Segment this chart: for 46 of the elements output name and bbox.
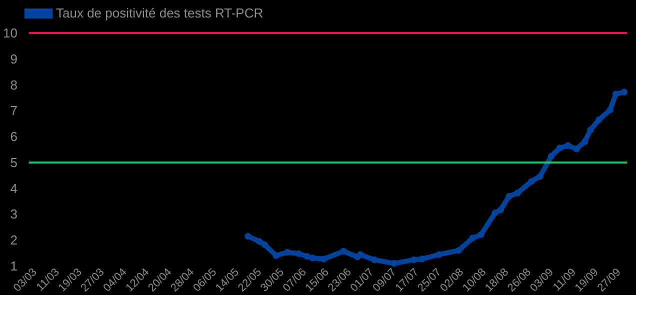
point <box>284 248 291 256</box>
y-tick-label: 8 <box>10 77 18 92</box>
point <box>548 152 555 160</box>
point <box>370 256 378 264</box>
point <box>418 256 426 262</box>
point <box>536 173 544 180</box>
point <box>506 193 512 200</box>
point <box>261 241 268 248</box>
point <box>564 142 572 149</box>
point <box>356 251 364 258</box>
point <box>410 256 417 264</box>
y-tick-label: 3 <box>10 206 18 222</box>
point <box>497 206 504 214</box>
point <box>556 144 563 152</box>
point <box>606 106 614 114</box>
point <box>256 238 263 245</box>
point <box>514 190 521 196</box>
point <box>390 260 398 267</box>
point <box>492 210 498 216</box>
point <box>309 254 316 262</box>
point <box>436 251 442 258</box>
y-tick-label: 9 <box>10 51 18 66</box>
point <box>587 126 594 134</box>
y-tick-label: 5 <box>10 154 18 170</box>
point <box>596 116 602 124</box>
point <box>573 146 580 152</box>
point <box>244 232 252 240</box>
y-tick-label: 7 <box>10 103 18 118</box>
y-tick-label: 2 <box>10 232 18 248</box>
point <box>582 138 588 145</box>
y-tick-label: 1 <box>10 258 18 274</box>
point <box>612 90 620 98</box>
y-tick-label: 4 <box>10 180 18 196</box>
y-tick-label: 6 <box>10 129 18 144</box>
point <box>340 248 347 255</box>
point <box>320 256 328 262</box>
point <box>528 178 535 185</box>
point <box>620 88 628 96</box>
point <box>295 250 302 257</box>
point <box>455 247 462 254</box>
legend-label: Taux de positivité des tests RT-PCR <box>56 6 264 20</box>
y-tick-label: 10 <box>3 26 18 40</box>
point <box>478 231 484 238</box>
point <box>469 234 476 242</box>
point <box>272 252 280 259</box>
point <box>304 253 310 260</box>
